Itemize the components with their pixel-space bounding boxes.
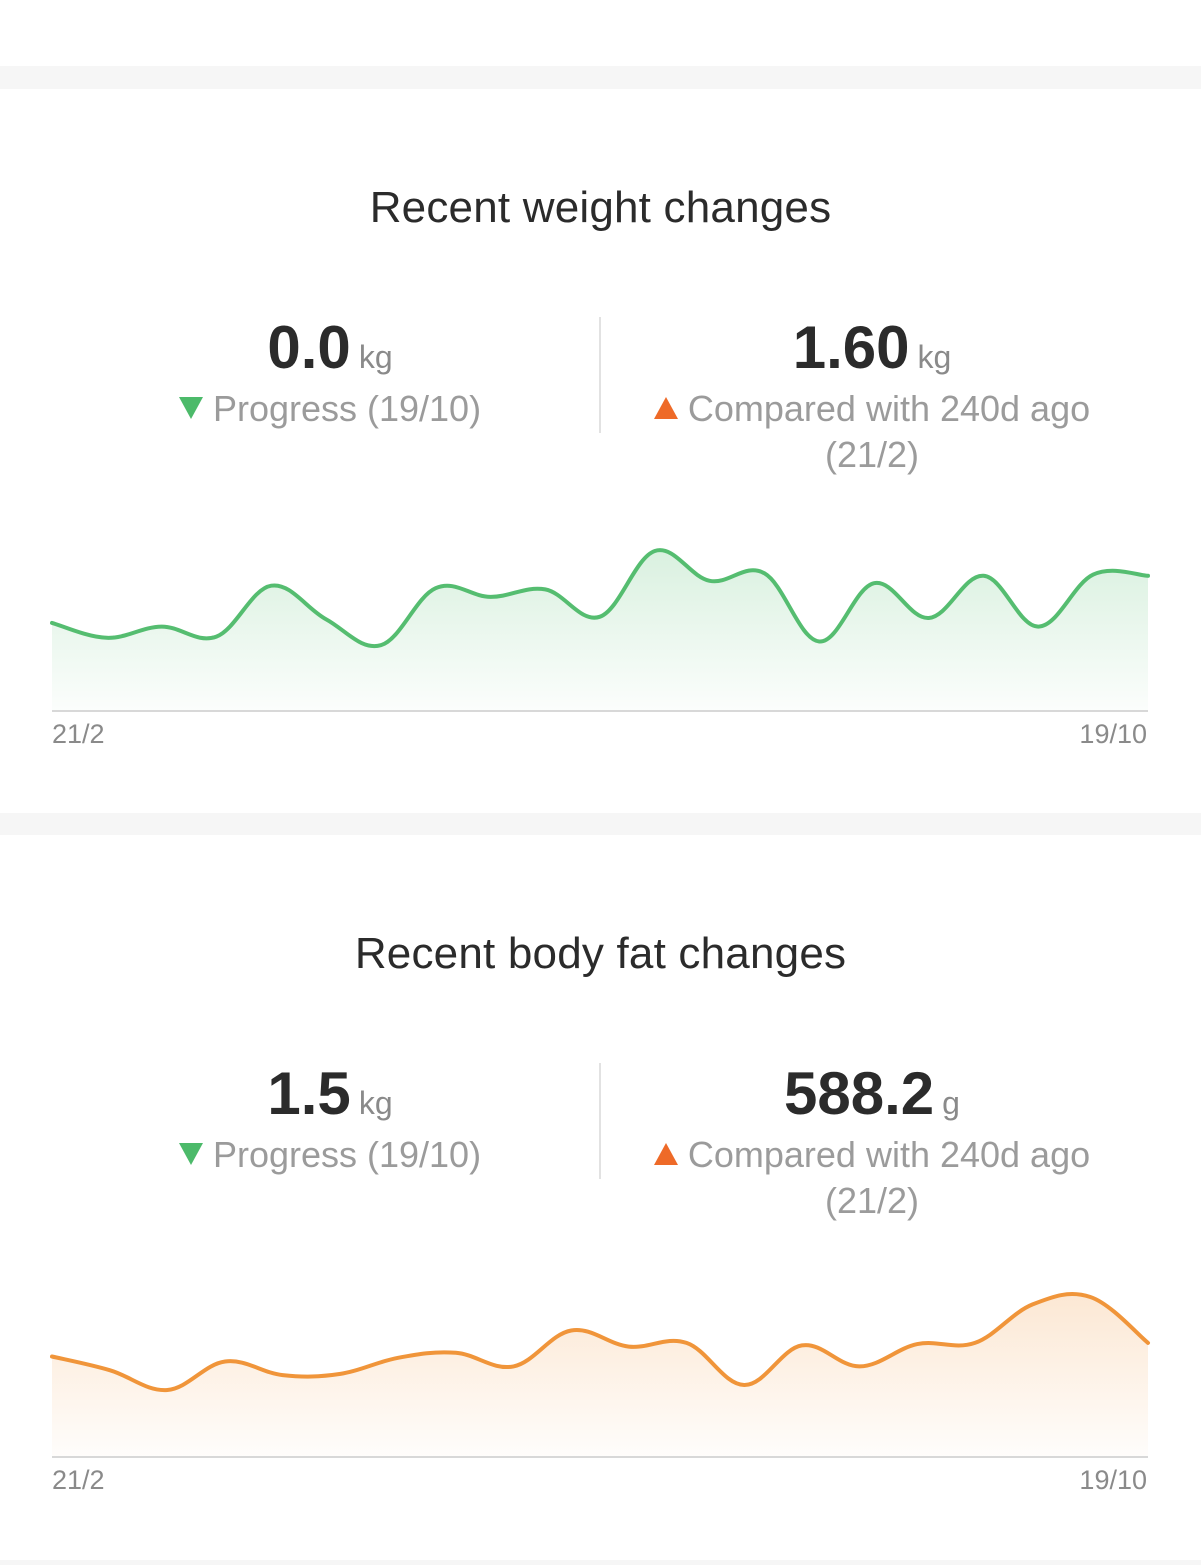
section-separator [0,1560,1201,1565]
weight-card: Recent weight changes 0.0 kg Progress (19… [0,89,1201,813]
up-triangle-icon [653,397,678,419]
weight-chart-area [52,550,1148,711]
down-triangle-icon [178,1143,203,1165]
body-fat-compare-stat: 588.2 g Compared with 240d ago (21/2) [612,1059,1132,1224]
weight-progress-unit: kg [358,339,393,375]
body-fat-card: Recent body fat changes 1.5 kg Progress (… [0,835,1201,1560]
weight-progress-stat: 0.0 kg Progress (19/10) [100,313,560,432]
body-fat-progress-stat: 1.5 kg Progress (19/10) [100,1059,560,1178]
weight-compare-stat: 1.60 kg Compared with 240d ago (21/2) [612,313,1132,478]
weight-progress-value: 0.0 [267,314,351,381]
body-fat-chart-line [50,1292,1150,1393]
weight-compare-date: (21/2) [824,434,920,475]
up-triangle-icon [653,1143,678,1165]
body-fat-chart [50,1292,1150,1458]
section-separator [0,813,1201,835]
down-triangle-icon [178,397,203,419]
body-fat-progress-value: 1.5 [267,1060,351,1127]
body-fat-axis-end-label: 19/10 [1079,1465,1147,1495]
section-separator [0,66,1201,89]
weight-compare-unit: kg [917,339,952,375]
weight-stat-divider [599,317,601,433]
body-fat-axis-start-label: 21/2 [52,1465,105,1495]
body-fat-stat-divider [599,1063,601,1179]
weight-chart [50,548,1150,712]
body-fat-compare-value: 588.2 [784,1060,935,1127]
weight-progress-caption: Progress (19/10) [212,388,482,429]
body-fat-progress-unit: kg [358,1085,393,1121]
weight-axis-start-label: 21/2 [52,719,105,749]
body-fat-chart-area [52,1294,1148,1457]
body-fat-card-title: Recent body fat changes [354,929,847,978]
weight-compare-value: 1.60 [792,314,910,381]
body-fat-progress-caption: Progress (19/10) [212,1134,482,1175]
weight-compare-caption: Compared with 240d ago [687,388,1091,429]
body-fat-compare-unit: g [942,1085,960,1121]
body-fat-compare-caption: Compared with 240d ago [687,1134,1091,1175]
body-fat-compare-date: (21/2) [824,1180,920,1221]
weight-chart-line [50,548,1150,649]
weight-card-title: Recent weight changes [369,183,832,232]
weight-axis-end-label: 19/10 [1079,719,1147,749]
